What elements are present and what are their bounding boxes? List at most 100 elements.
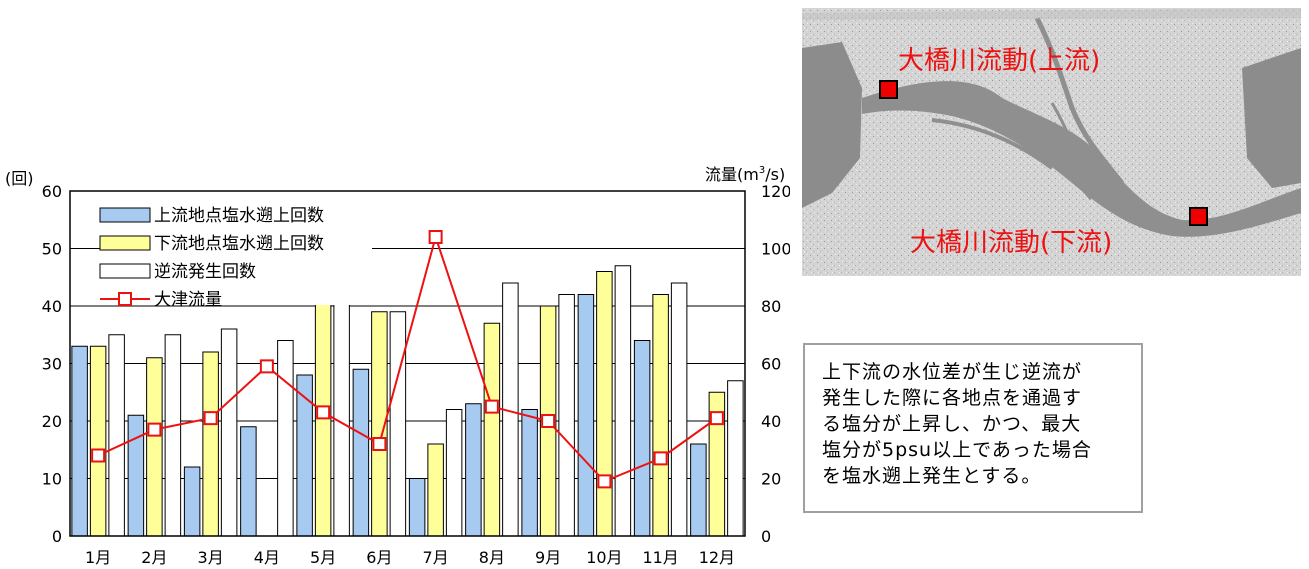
note-line: る塩分が上昇し、かつ、最大 xyxy=(822,413,1082,435)
bar xyxy=(240,426,257,537)
x-tick-label: 3月 xyxy=(198,548,224,567)
bar xyxy=(690,443,707,537)
right-axis-unit-suffix: /s) xyxy=(765,165,785,184)
bar xyxy=(465,403,482,537)
legend-swatch xyxy=(99,235,151,251)
left-tick-label: 30 xyxy=(42,355,62,374)
left-tick-label: 0 xyxy=(52,527,62,546)
bar xyxy=(633,340,651,537)
flow-point xyxy=(91,448,106,463)
bar xyxy=(670,282,688,537)
note-line: 塩分が5psu以上であった場合 xyxy=(822,439,1092,461)
bar xyxy=(89,345,107,537)
bar xyxy=(408,478,426,537)
x-tick-label: 1月 xyxy=(85,548,111,567)
bar xyxy=(727,380,744,537)
right-tick-label: 100 xyxy=(761,240,790,259)
bar xyxy=(296,374,313,537)
bar xyxy=(389,311,407,537)
x-tick-label: 9月 xyxy=(535,548,561,567)
bar xyxy=(577,294,595,537)
bar xyxy=(146,357,163,537)
bar xyxy=(596,271,613,537)
flow-line-path xyxy=(97,233,718,483)
flow-point xyxy=(709,411,724,426)
bar xyxy=(164,334,182,537)
x-tick-label: 7月 xyxy=(423,548,449,567)
x-tick-label: 5月 xyxy=(310,548,336,567)
left-axis-unit: (回) xyxy=(5,169,34,188)
legend-label: 上流地点塩水遡上回数 xyxy=(154,206,324,226)
left-tick-label: 40 xyxy=(42,297,62,316)
x-tick-label: 10月 xyxy=(586,548,622,567)
bar xyxy=(108,334,125,537)
axis-ticks: 0 10 20 30 40 50 60 0 20 40 60 80 100 120 1月 2月 3月 4月 5月 6月… xyxy=(42,182,790,567)
bar xyxy=(427,443,444,537)
map-label-upstream: 大橋川流動(上流) xyxy=(898,46,1101,76)
right-axis-unit: 流量(m3/s) xyxy=(705,165,785,184)
plot-frame xyxy=(69,190,746,537)
right-tick-label: 40 xyxy=(761,412,781,431)
bar xyxy=(352,368,370,537)
bar xyxy=(483,322,501,537)
right-tick-label: 20 xyxy=(761,470,781,489)
left-tick-label: 50 xyxy=(42,240,62,259)
note-line: を塩水遡上発生とする。 xyxy=(822,465,1042,487)
bar xyxy=(558,294,575,537)
legend-label: 逆流発生回数 xyxy=(154,262,256,282)
right-tick-label: 0 xyxy=(761,527,771,546)
flow-point xyxy=(259,359,274,374)
legend-bg xyxy=(102,279,372,305)
note-line: 上下流の水位差が生じ逆流が xyxy=(822,361,1083,383)
legend-label: 下流地点塩水遡上回数 xyxy=(154,234,324,254)
bar xyxy=(333,299,350,537)
legend-label: 大津流量 xyxy=(154,290,222,310)
chart: 0 10 20 30 40 50 60 0 20 40 60 80 100 120 1月 2月 3月 4月 5月 6月… xyxy=(5,165,790,567)
bar xyxy=(277,340,294,537)
left-tick-label: 10 xyxy=(42,470,62,489)
legend-marker xyxy=(118,292,132,306)
x-tick-label: 12月 xyxy=(699,548,735,567)
x-tick-label: 2月 xyxy=(141,548,167,567)
x-tick-label: 11月 xyxy=(642,548,678,567)
map-label-downstream: 大橋川流動(下流) xyxy=(910,228,1113,258)
bar xyxy=(127,414,145,537)
bar xyxy=(614,265,632,537)
definition-note: 上下流の水位差が生じ逆流が 発生した際に各地点を通過す る塩分が上昇し、かつ、最… xyxy=(803,343,1143,513)
right-tick-label: 80 xyxy=(761,297,781,316)
left-tick-label: 20 xyxy=(42,412,62,431)
bar xyxy=(202,351,219,537)
flow-point xyxy=(541,414,556,428)
flow-line xyxy=(91,230,724,489)
flow-point xyxy=(316,405,331,420)
bar xyxy=(521,409,538,537)
right-tick-label: 60 xyxy=(761,355,781,374)
x-tick-label: 4月 xyxy=(254,548,280,567)
right-axis-unit-sup: 3 xyxy=(759,165,765,176)
flow-point xyxy=(653,451,668,466)
left-tick-label: 60 xyxy=(42,182,62,201)
bar xyxy=(220,328,238,537)
x-tick-label: 6月 xyxy=(366,548,392,567)
upstream-station-marker xyxy=(879,80,898,99)
flow-point xyxy=(597,474,612,489)
river-map: 大橋川流動(上流) 大橋川流動(下流) xyxy=(802,8,1301,276)
aerial-photo xyxy=(802,8,1301,276)
flow-point xyxy=(203,411,218,426)
bar xyxy=(183,466,201,537)
x-tick-label: 8月 xyxy=(479,548,505,567)
bar xyxy=(445,409,463,537)
flow-point xyxy=(372,437,387,451)
flow-point xyxy=(147,422,162,437)
bar xyxy=(652,294,669,537)
legend-swatch xyxy=(99,207,151,223)
flow-point xyxy=(428,230,443,244)
flow-point xyxy=(484,399,499,414)
legend-swatch xyxy=(99,263,151,279)
right-tick-label: 120 xyxy=(761,182,790,201)
downstream-station-marker xyxy=(1189,207,1208,226)
bar xyxy=(71,345,88,537)
note-line: 発生した際に各地点を通過す xyxy=(822,387,1083,409)
right-axis-unit-prefix: 流量(m xyxy=(705,165,759,184)
